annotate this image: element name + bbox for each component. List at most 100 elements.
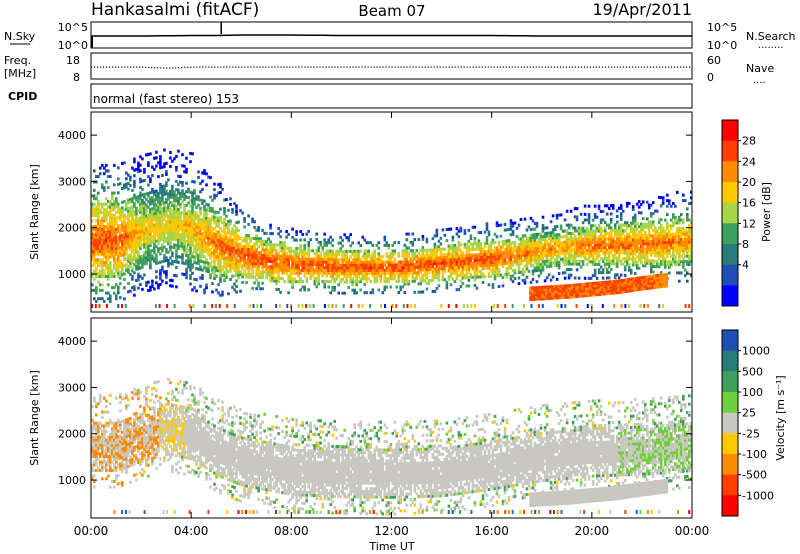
power-cell: [511, 246, 515, 250]
power-cell: [305, 232, 308, 236]
power-cell: [187, 248, 190, 252]
freq-point: [382, 66, 384, 68]
power-cell: [159, 227, 162, 231]
power-cell: [615, 242, 619, 246]
power-cell: [581, 237, 585, 241]
power-cell: [129, 200, 132, 204]
power-cell: [115, 244, 118, 248]
power-cell: [573, 259, 577, 263]
power-cell: [109, 219, 112, 223]
power-cell: [323, 271, 326, 275]
power-cell: [249, 261, 252, 265]
power-cell: [275, 279, 278, 283]
power-cell: [143, 170, 146, 174]
freq-point: [334, 66, 336, 68]
power-cell: [127, 282, 130, 285]
power-cell: [493, 268, 497, 272]
power-cell: [273, 248, 276, 252]
power-cell: [503, 248, 507, 251]
power-cell: [115, 202, 118, 206]
power-cell: [668, 249, 671, 253]
power-cell: [203, 227, 206, 231]
power-cell: [353, 274, 356, 278]
power-cell: [157, 230, 160, 234]
power-cell: [509, 263, 513, 267]
power-cell: [195, 231, 198, 234]
power-cell: [609, 251, 613, 255]
power-cell: [303, 257, 306, 261]
power-cell: [649, 234, 653, 238]
power-cell: [135, 231, 138, 235]
power-cell: [583, 240, 587, 244]
power-cell: [169, 206, 172, 210]
power-cell: [343, 272, 346, 276]
power-cell: [601, 248, 605, 252]
power-cell: [165, 270, 168, 274]
power-cell: [489, 261, 493, 264]
power-cell: [107, 222, 110, 226]
power-cell: [111, 238, 114, 242]
power-cell: [477, 239, 481, 243]
power-cell: [441, 275, 445, 279]
power-cell: [149, 219, 152, 222]
power-cell: [193, 236, 196, 240]
power-cell: [321, 260, 324, 264]
power-cell: [189, 218, 192, 222]
power-cell: [519, 270, 523, 274]
power-cell: [113, 291, 116, 295]
power-cell: [217, 230, 220, 234]
power-cell: [193, 277, 196, 281]
power-cell: [123, 239, 126, 242]
power-cell: [195, 225, 198, 229]
power-cell: [261, 248, 264, 252]
power-cell: [101, 247, 104, 251]
power-cell: [357, 252, 360, 256]
power-cell: [397, 263, 401, 267]
power-cell: [323, 241, 326, 245]
power-cell: [197, 242, 200, 246]
power-cell: [189, 229, 192, 233]
power-cell: [247, 250, 250, 254]
power-cell: [131, 236, 134, 240]
power-cell: [189, 221, 192, 225]
power-cell: [435, 256, 439, 260]
power-cell: [113, 183, 116, 187]
freq-point: [418, 66, 420, 68]
power-cell: [273, 271, 276, 275]
power-cell: [167, 208, 170, 212]
power-cell: [191, 243, 194, 247]
power-cell: [666, 238, 669, 242]
power-cell: [577, 229, 581, 233]
power-cell: [593, 260, 597, 264]
power-cell: [371, 243, 375, 247]
power-cell: [549, 253, 553, 257]
power-cell: [135, 226, 138, 230]
power-cell: [215, 230, 218, 234]
power-cell: [365, 263, 369, 267]
power-cell: [209, 226, 212, 230]
power-cell: [449, 274, 453, 278]
power-cell: [585, 240, 589, 244]
power-cell: [261, 253, 264, 257]
power-cell: [143, 226, 146, 230]
power-cell: [565, 237, 569, 241]
power-cell: [133, 271, 136, 275]
power-cell: [231, 285, 234, 289]
power-cell: [307, 241, 310, 244]
power-cell: [145, 225, 148, 229]
power-cell: [621, 240, 625, 244]
power-cell: [183, 198, 186, 201]
power-cell: [519, 237, 523, 241]
power-cell: [599, 229, 603, 233]
power-cell: [569, 268, 573, 272]
power-cell: [103, 269, 106, 273]
power-cell: [495, 257, 499, 261]
power-cell: [639, 244, 643, 248]
power-cell: [653, 245, 657, 249]
power-cell: [237, 270, 240, 274]
power-cell: [535, 263, 539, 267]
power-cell: [263, 251, 266, 255]
power-cell: [323, 232, 326, 236]
power-cell: [525, 275, 529, 279]
power-cell: [149, 263, 152, 267]
